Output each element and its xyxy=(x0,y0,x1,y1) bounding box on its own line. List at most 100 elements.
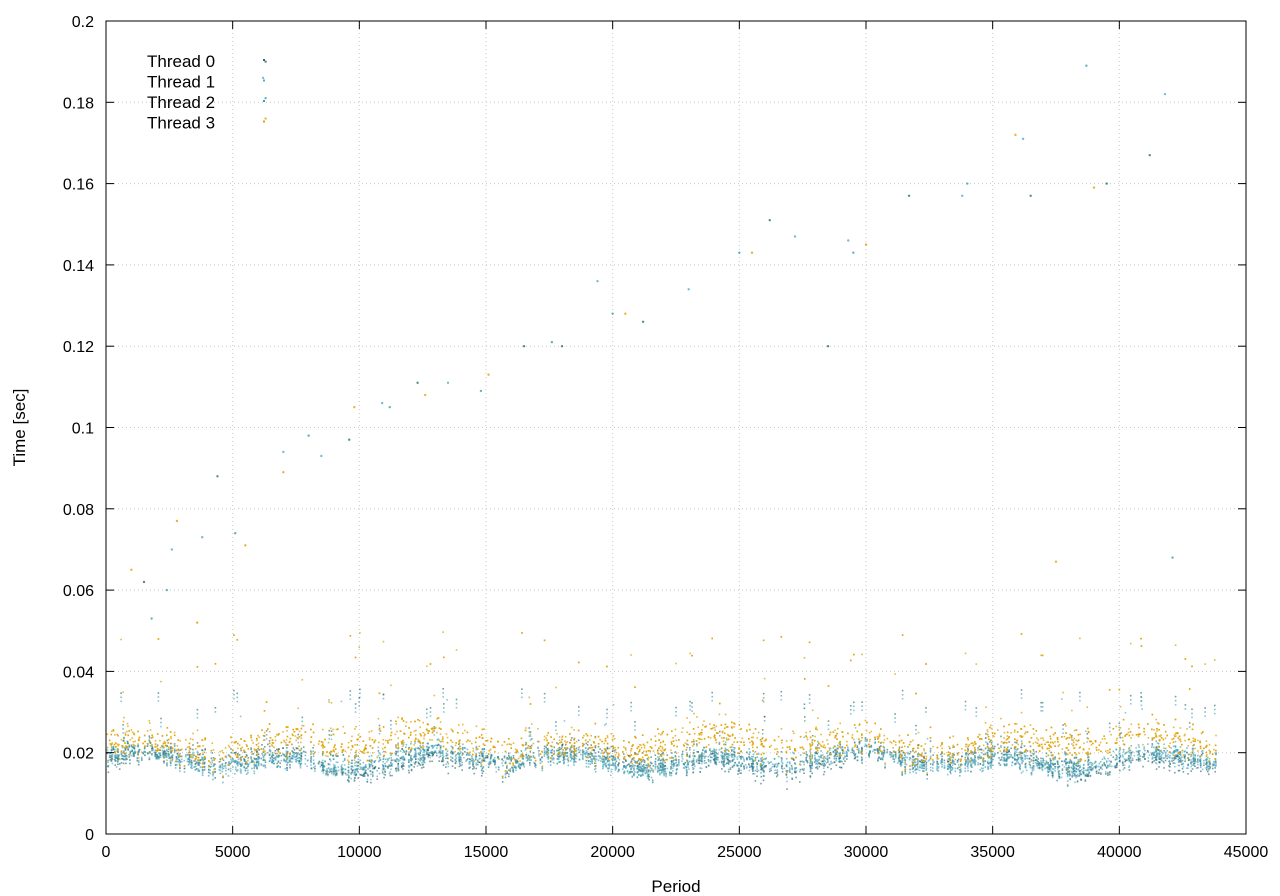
data-point xyxy=(106,752,109,755)
data-point xyxy=(1191,764,1194,766)
data-point xyxy=(163,760,165,763)
data-point xyxy=(450,759,452,761)
data-point xyxy=(1038,766,1041,769)
data-point xyxy=(654,763,657,766)
data-point xyxy=(966,761,968,763)
data-point xyxy=(591,760,594,763)
data-point xyxy=(634,729,636,731)
data-point xyxy=(125,762,127,765)
data-point xyxy=(171,757,173,760)
data-point xyxy=(892,754,895,756)
data-point xyxy=(546,751,548,753)
data-point xyxy=(276,748,278,751)
data-point xyxy=(188,758,191,761)
data-point xyxy=(193,766,195,768)
data-point xyxy=(919,766,921,769)
data-point xyxy=(894,755,897,757)
data-point xyxy=(1143,753,1145,756)
data-point xyxy=(323,769,326,771)
data-point xyxy=(382,750,385,753)
data-point xyxy=(853,757,856,760)
data-point xyxy=(1208,773,1210,776)
data-point xyxy=(705,766,708,768)
data-point xyxy=(768,770,771,773)
data-point xyxy=(235,766,237,769)
data-point xyxy=(1142,765,1144,768)
data-point xyxy=(743,764,745,767)
data-point xyxy=(1073,756,1076,759)
data-point xyxy=(999,759,1002,761)
data-point xyxy=(115,755,117,758)
data-point xyxy=(148,758,151,760)
data-point xyxy=(736,758,739,760)
data-point xyxy=(1121,760,1124,763)
data-point xyxy=(204,748,207,750)
data-point xyxy=(665,775,667,778)
data-point xyxy=(839,744,841,746)
data-point xyxy=(1172,754,1175,756)
data-point xyxy=(197,768,200,771)
data-point xyxy=(134,750,136,752)
data-point xyxy=(414,756,417,758)
data-point xyxy=(124,747,127,750)
data-point xyxy=(136,759,139,762)
data-point xyxy=(204,749,206,751)
data-point xyxy=(510,756,512,758)
data-point xyxy=(734,751,736,754)
data-point xyxy=(721,754,724,756)
data-point xyxy=(277,761,280,763)
data-point xyxy=(1194,754,1196,756)
data-point xyxy=(383,776,385,779)
data-point xyxy=(824,764,826,766)
data-point xyxy=(1147,760,1150,762)
data-point xyxy=(191,761,193,764)
data-point xyxy=(442,752,444,755)
data-point xyxy=(232,760,235,763)
data-point xyxy=(771,763,774,765)
data-point xyxy=(410,764,413,766)
data-point xyxy=(325,770,327,773)
data-point xyxy=(658,769,660,772)
data-point xyxy=(1029,764,1032,767)
data-point xyxy=(265,734,268,736)
data-point xyxy=(1194,765,1196,767)
data-point xyxy=(1194,755,1196,757)
data-point xyxy=(162,754,164,757)
data-point xyxy=(1203,764,1205,767)
data-point xyxy=(731,765,734,767)
data-point xyxy=(584,753,587,755)
data-point xyxy=(881,758,884,761)
data-point xyxy=(860,750,863,753)
data-point xyxy=(932,770,934,772)
data-point xyxy=(1076,780,1079,782)
data-point xyxy=(630,760,633,762)
data-point xyxy=(295,758,298,761)
data-point xyxy=(280,759,283,762)
data-point xyxy=(274,758,277,761)
data-point xyxy=(294,758,297,761)
data-point xyxy=(1126,751,1128,754)
data-point xyxy=(201,769,204,771)
data-point xyxy=(714,761,716,764)
data-point xyxy=(1029,745,1032,748)
data-point xyxy=(552,762,555,764)
data-point xyxy=(949,756,951,758)
data-point xyxy=(608,760,611,762)
data-point xyxy=(527,754,530,757)
data-point xyxy=(1139,759,1142,762)
data-point xyxy=(776,766,778,768)
data-point xyxy=(1003,758,1006,760)
data-point xyxy=(257,762,260,765)
data-point xyxy=(670,760,673,762)
data-point xyxy=(351,771,354,773)
data-point xyxy=(222,781,224,784)
data-point xyxy=(1087,763,1090,765)
data-point xyxy=(489,758,492,760)
data-point xyxy=(1074,770,1076,772)
data-point xyxy=(423,758,425,760)
data-point xyxy=(471,760,473,762)
data-point xyxy=(402,743,405,746)
data-point xyxy=(159,749,161,751)
data-point xyxy=(972,762,974,764)
data-point xyxy=(602,758,604,761)
